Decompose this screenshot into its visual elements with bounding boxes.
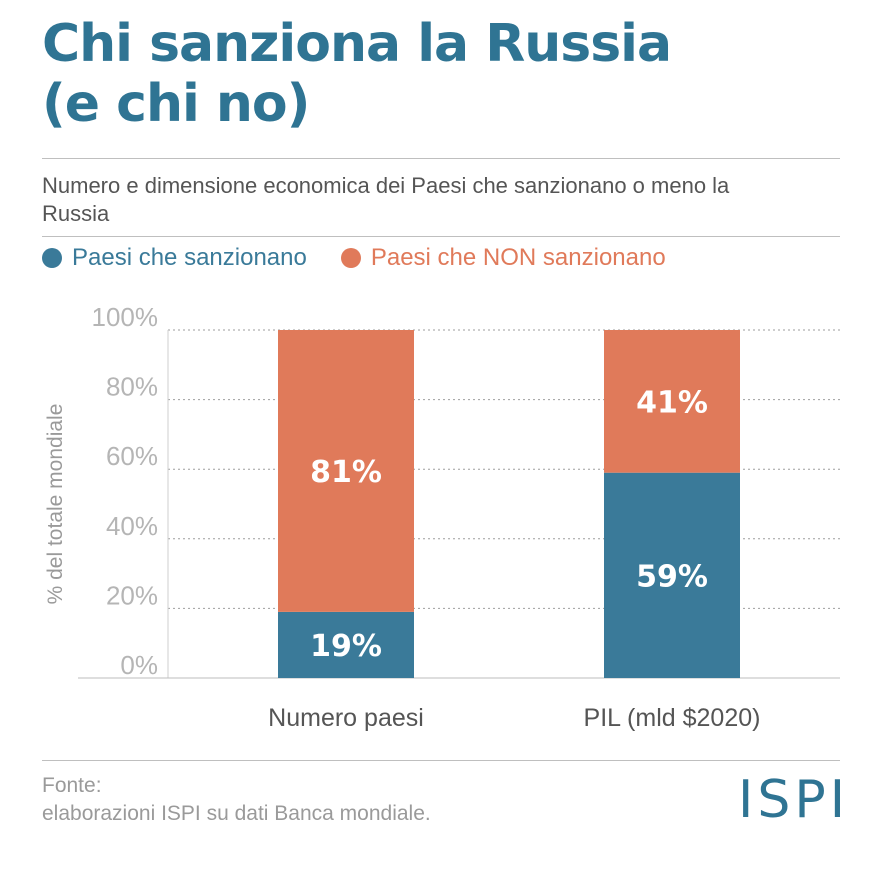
subtitle: Numero e dimensione economica dei Paesi … bbox=[42, 173, 730, 226]
x-category-label: Numero paesi bbox=[268, 704, 424, 732]
legend-item-not-sanctioning: Paesi che NON sanzionano bbox=[340, 244, 666, 272]
bar-segment bbox=[278, 611, 414, 678]
bar-segment bbox=[604, 330, 740, 473]
y-tick-label: 0% bbox=[120, 650, 158, 680]
legend-item-sanctioning: Paesi che sanzionano bbox=[42, 244, 307, 272]
divider-top bbox=[42, 158, 840, 159]
data-label: 59% bbox=[636, 559, 708, 594]
legend-label-not-sanctioning: Paesi che NON sanzionano bbox=[370, 244, 666, 271]
data-label: 41% bbox=[636, 385, 708, 420]
divider-bottom bbox=[42, 760, 840, 761]
source-label: Fonte: bbox=[42, 774, 102, 797]
data-label: 81% bbox=[310, 455, 382, 490]
ispi-logo: ISPI bbox=[738, 770, 850, 830]
legend-swatch-not-sanctioning bbox=[340, 248, 361, 268]
y-tick-label: 80% bbox=[106, 372, 158, 402]
source-text: elaborazioni ISPI su dati Banca mondiale… bbox=[42, 802, 431, 825]
y-tick-label: 20% bbox=[106, 580, 158, 610]
x-category-label: PIL (mld $2020) bbox=[584, 704, 761, 732]
y-axis-title: % del totale mondiale bbox=[44, 404, 67, 605]
divider-middle bbox=[42, 236, 840, 237]
bar-segment bbox=[604, 472, 740, 678]
y-tick-label: 60% bbox=[106, 441, 158, 471]
legend-label-sanctioning: Paesi che sanzionano bbox=[72, 244, 307, 271]
data-label: 19% bbox=[310, 629, 382, 664]
title-line-1: Chi sanziona la Russia bbox=[42, 14, 672, 74]
stacked-bar-chart: 0% 20% 40% 60% 80% 100% % del totale mondiale 1… bbox=[44, 302, 840, 732]
legend: Paesi che sanzionano Paesi che NON sanzi… bbox=[42, 244, 700, 272]
source-note: Fonte: elaborazioni ISPI su dati Banca m… bbox=[42, 772, 431, 828]
y-tick-label: 40% bbox=[106, 511, 158, 541]
title-line-2: (e chi no) bbox=[42, 74, 310, 134]
legend-swatch-sanctioning bbox=[42, 248, 62, 268]
page-title: Chi sanziona la Russia (e chi no) bbox=[42, 14, 842, 134]
y-tick-label: 100% bbox=[92, 302, 159, 332]
bar-segment bbox=[278, 330, 414, 612]
